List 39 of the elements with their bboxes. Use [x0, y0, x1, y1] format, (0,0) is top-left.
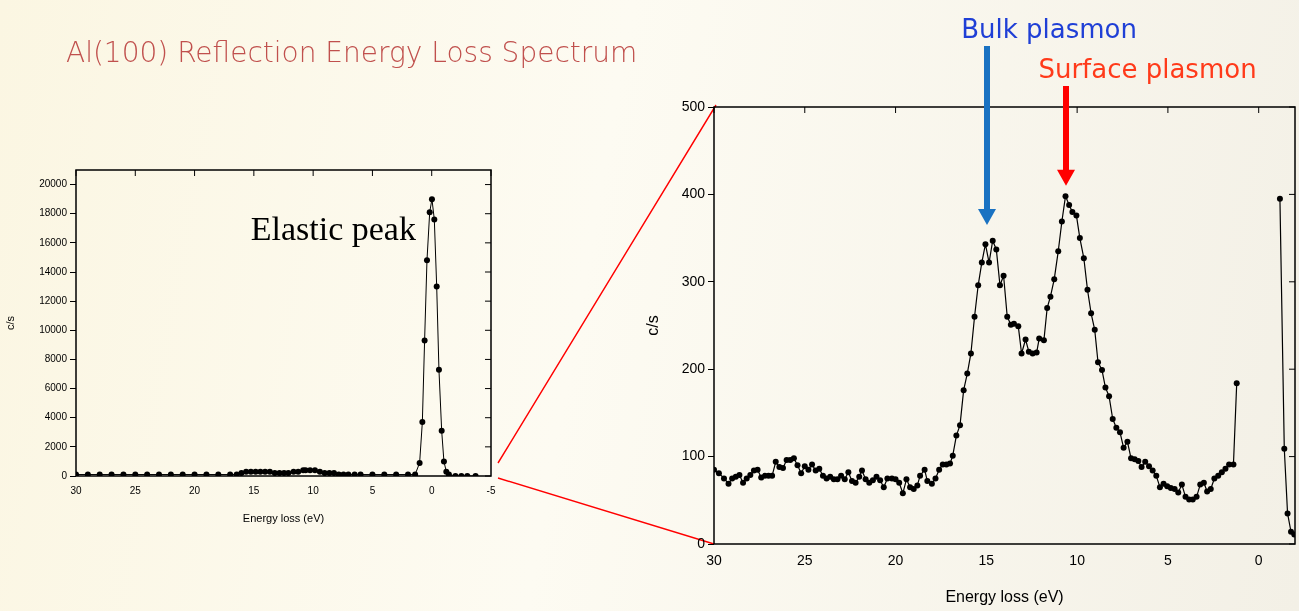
y-tick-label: 12000	[39, 294, 68, 306]
x-tick-label: 15	[978, 552, 995, 569]
x-tick-label: 20	[189, 484, 201, 496]
chart-title: Al(100) Reflection Energy Loss Spectrum	[66, 36, 638, 69]
x-tick-label: 0	[428, 484, 435, 496]
y-tick-label: 200	[681, 360, 706, 377]
x-tick-label: 10	[307, 484, 320, 496]
x-axis-title: Energy loss (eV)	[242, 512, 325, 525]
y-tick-label: 14000	[39, 265, 68, 277]
y-tick-label: 2000	[44, 440, 68, 452]
annotation: Elastic peak	[250, 210, 416, 248]
x-tick-label: 25	[129, 484, 142, 496]
text: Bulk plasmon	[961, 13, 1137, 44]
text: Surface plasmon	[1038, 53, 1257, 84]
y-tick-label: 20000	[39, 178, 68, 190]
y-tick-label: 10000	[39, 324, 68, 336]
x-tick-label: -5	[486, 484, 496, 496]
x-tick-label: 25	[796, 552, 813, 569]
x-tick-label: 0	[1254, 552, 1263, 569]
x-tick-label: 30	[70, 484, 82, 496]
x-tick-label: 15	[248, 484, 260, 496]
y-tick-label: 300	[681, 272, 706, 289]
y-tick-label: 8000	[44, 353, 68, 365]
x-tick-label: 5	[1164, 552, 1173, 569]
y-axis-title: c/s	[644, 315, 662, 336]
x-tick-label: 30	[706, 552, 722, 569]
y-tick-label: 0	[61, 469, 68, 481]
x-axis-title: Energy loss (eV)	[945, 587, 1064, 605]
y-tick-label: 400	[681, 185, 706, 202]
x-tick-label: 20	[887, 552, 904, 569]
y-tick-label: 4000	[44, 411, 68, 423]
y-tick-label: 100	[681, 447, 706, 464]
x-tick-label: 5	[369, 484, 376, 496]
x-tick-label: 10	[1069, 552, 1086, 569]
y-tick-label: 18000	[39, 207, 68, 219]
y-tick-label: 16000	[39, 236, 68, 248]
y-axis-title: c/s	[3, 315, 16, 331]
y-tick-label: 500	[681, 97, 706, 114]
y-tick-label: 6000	[44, 382, 68, 394]
